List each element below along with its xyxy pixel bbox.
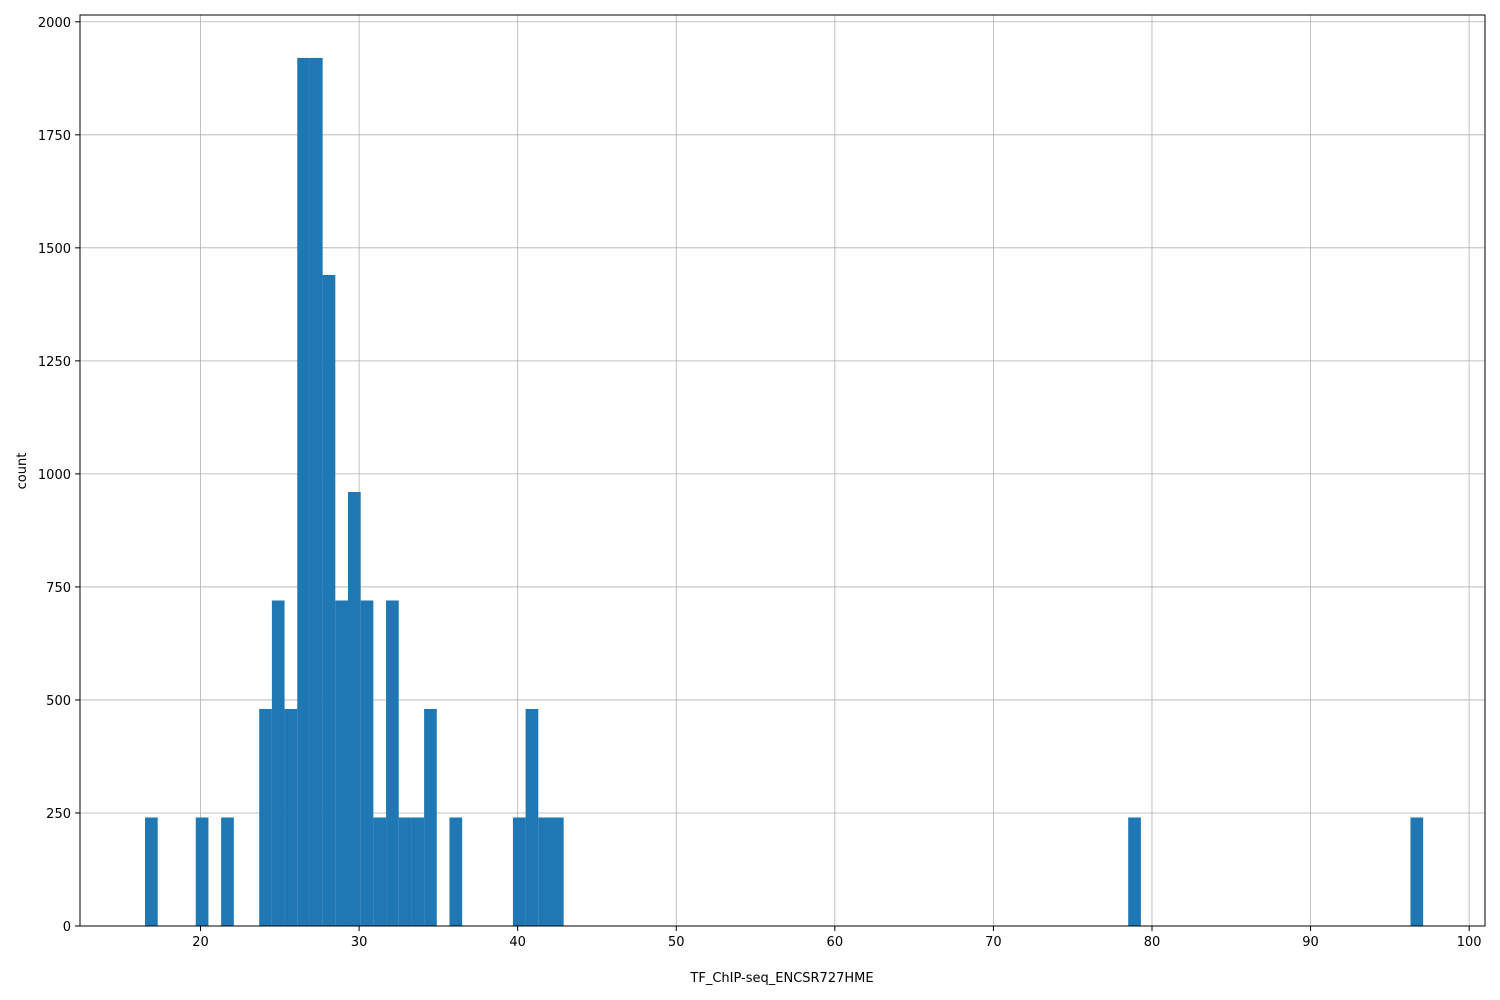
y-tick-label: 1000 <box>38 468 71 483</box>
histogram-bar <box>360 600 374 926</box>
y-tick-label: 750 <box>46 581 71 596</box>
x-tick-label: 60 <box>827 935 844 950</box>
x-tick-label: 30 <box>351 935 368 950</box>
histogram-bar <box>411 817 425 926</box>
histogram-bar <box>309 57 323 926</box>
y-tick-label: 500 <box>46 694 71 709</box>
histogram-bar <box>335 600 348 926</box>
y-tick-label: 1500 <box>38 242 71 257</box>
x-tick-label: 100 <box>1457 935 1482 950</box>
x-tick-label: 70 <box>985 935 1002 950</box>
y-tick-label: 250 <box>46 807 71 822</box>
x-tick-label: 40 <box>509 935 526 950</box>
histogram-bar <box>550 817 564 926</box>
histogram-bar <box>271 600 285 926</box>
histogram-bar <box>297 57 310 926</box>
histogram-bar <box>373 817 387 926</box>
histogram-bar <box>525 708 539 926</box>
histogram-bar <box>512 817 526 926</box>
x-tick-label: 20 <box>192 935 209 950</box>
y-axis-ticks: 0 250 500 750 1000 1250 1500 1750 2000 <box>38 16 80 935</box>
x-tick-label: 90 <box>1302 935 1319 950</box>
histogram-bars <box>145 57 1424 926</box>
histogram-bar <box>398 817 412 926</box>
y-axis-label: count <box>15 453 30 490</box>
histogram-bar <box>145 817 158 926</box>
y-tick-label: 1250 <box>38 355 71 370</box>
x-axis-label: TF_ChIP-seq_ENCSR727HME <box>689 971 873 986</box>
y-tick-label: 0 <box>63 920 71 935</box>
histogram-bar <box>449 817 463 926</box>
histogram-bar <box>195 817 209 926</box>
histogram-bar <box>221 817 234 926</box>
plot-area-frame <box>79 14 1486 927</box>
x-axis-ticks: 20 30 40 50 60 70 80 90 100 <box>192 926 1482 950</box>
x-tick-label: 80 <box>1144 935 1161 950</box>
histogram-bar <box>322 274 336 926</box>
histogram-bar <box>259 708 272 926</box>
y-tick-label: 2000 <box>38 16 71 31</box>
histogram-bar <box>347 491 361 926</box>
histogram-bar <box>284 708 298 926</box>
histogram-bar <box>386 600 399 926</box>
histogram-bar <box>424 708 437 926</box>
x-tick-label: 50 <box>668 935 685 950</box>
histogram-bar <box>1128 817 1141 926</box>
histogram-bar <box>538 817 551 926</box>
histogram-bar <box>1410 817 1424 926</box>
y-tick-label: 1750 <box>38 129 71 144</box>
